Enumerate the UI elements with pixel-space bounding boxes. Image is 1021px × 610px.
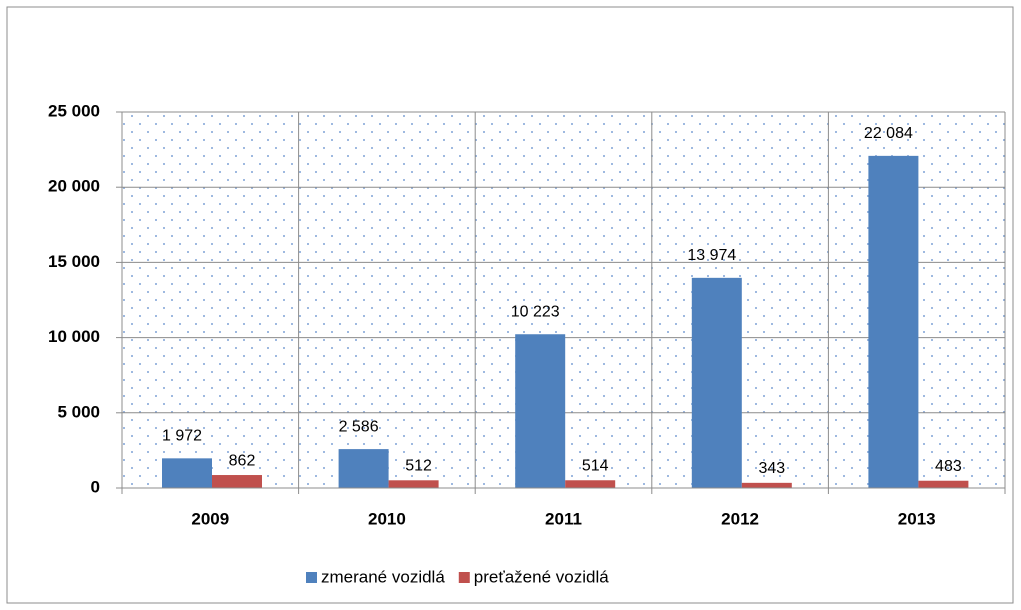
data-label: 1 972 — [162, 428, 202, 445]
legend-label: zmerané vozidlá — [321, 567, 445, 586]
bar — [162, 458, 212, 488]
x-tick-label: 2012 — [721, 509, 759, 528]
legend-label: preťažené vozidlá — [474, 567, 609, 586]
x-tick-label: 2013 — [898, 509, 936, 528]
data-label: 22 084 — [864, 125, 913, 142]
data-label: 2 586 — [339, 418, 379, 435]
bar — [741, 482, 792, 488]
data-label: 10 223 — [511, 303, 560, 320]
bar — [868, 155, 919, 489]
legend-swatch — [306, 572, 317, 583]
y-tick-label: 15 000 — [48, 252, 100, 271]
data-label: 514 — [582, 457, 609, 474]
x-tick-label: 2009 — [191, 509, 229, 528]
bar — [212, 475, 262, 488]
bar — [565, 480, 616, 488]
bar — [338, 449, 389, 488]
data-label: 483 — [935, 458, 962, 475]
bar — [388, 480, 439, 488]
bar — [918, 480, 969, 488]
data-label: 862 — [229, 452, 256, 469]
y-tick-label: 10 000 — [48, 327, 100, 346]
y-tick-label: 25 000 — [48, 101, 100, 120]
data-label: 512 — [405, 458, 432, 475]
x-tick-label: 2010 — [368, 509, 406, 528]
y-tick-label: 5 000 — [57, 402, 100, 421]
bar — [691, 277, 742, 488]
data-label: 343 — [758, 460, 785, 477]
y-tick-label: 20 000 — [48, 177, 100, 196]
data-label: 13 974 — [687, 247, 736, 264]
legend-swatch — [458, 572, 470, 583]
y-tick-label: 0 — [91, 477, 100, 496]
bar — [515, 334, 566, 488]
x-tick-label: 2011 — [545, 509, 582, 528]
